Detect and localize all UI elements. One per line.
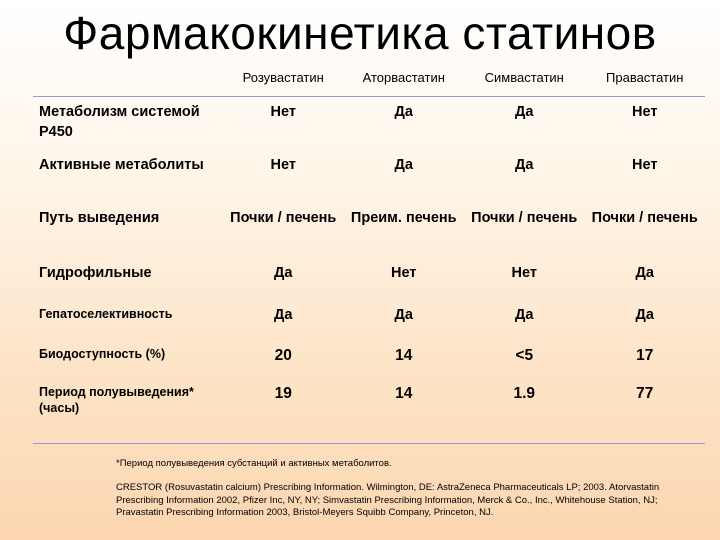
table-cell: Почки / печень — [591, 209, 698, 226]
table-cell: 17 — [636, 346, 654, 364]
table-row: Метаболизм системой P450 Нет Да Да Нет — [33, 97, 705, 150]
table-cell: Да — [515, 306, 534, 323]
table-cell: Нет — [632, 104, 658, 120]
row-label-hepatoselectivity: Гепатоселективность — [39, 306, 173, 321]
table-row: Биодоступность (%) 20 14 <5 17 — [33, 340, 705, 378]
column-header-pravastatin: Правастатин — [584, 58, 705, 97]
table-cell: Да — [394, 306, 413, 323]
table-header-row: Розувастатин Аторвастатин Симвастатин Пр… — [33, 58, 705, 97]
table-cell: Да — [515, 104, 534, 120]
table-cell: Да — [274, 264, 293, 281]
table-row: Гидрофильные Да Нет Нет Да — [33, 258, 705, 300]
statin-table: Розувастатин Аторвастатин Симвастатин Пр… — [33, 58, 705, 444]
table-cell: Да — [635, 264, 654, 281]
table-cell: Да — [274, 306, 293, 323]
table-cell: Почки / печень — [471, 209, 578, 226]
row-label-half-life: Период полувыведения* (часы) — [33, 377, 223, 444]
slide-title: Фармакокинетика статинов — [63, 7, 657, 59]
table-cell: Да — [515, 156, 534, 173]
table-cell: <5 — [515, 346, 534, 364]
row-label-metabolism: Метаболизм системой P450 — [39, 104, 200, 140]
table-cell: Да — [394, 104, 413, 120]
table-cell: 14 — [395, 346, 413, 364]
row-label-active-metabolites: Активные метаболиты — [39, 156, 204, 173]
table-cell: 1.9 — [464, 377, 585, 444]
column-header-rosuvastatin: Розувастатин — [223, 58, 344, 97]
table-cell: Нет — [391, 264, 417, 281]
column-header-simvastatin: Симвастатин — [464, 58, 585, 97]
table-cell: Почки / печень — [230, 209, 337, 226]
table-row: Период полувыведения* (часы) 19 14 1.9 7… — [33, 377, 705, 444]
table-cell: Нет — [270, 104, 296, 120]
table-cell: Да — [394, 156, 413, 173]
table-cell: Нет — [511, 264, 537, 281]
table-cell: 19 — [223, 377, 344, 444]
footnote-asterisk: *Период полувыведения субстанций и актив… — [116, 458, 392, 469]
table-row: Активные метаболиты Нет Да Да Нет — [33, 150, 705, 203]
footnote-reference: CRESTOR (Rosuvastatin calcium) Prescribi… — [116, 481, 660, 519]
table-row: Гепатоселективность Да Да Да Да — [33, 300, 705, 340]
header-empty-cell — [33, 58, 223, 97]
row-label-excretion: Путь выведения — [39, 209, 160, 226]
column-header-atorvastatin: Аторвастатин — [343, 58, 464, 97]
table-cell: 14 — [343, 377, 464, 444]
table-cell: Преим. печень — [350, 209, 457, 226]
table-cell: 77 — [584, 377, 705, 444]
table-cell: 20 — [274, 346, 292, 364]
row-label-bioavailability: Биодоступность (%) — [39, 346, 166, 361]
table-cell: Да — [635, 306, 654, 323]
table-cell: Нет — [270, 156, 296, 173]
footnote: *Период полувыведения субстанций и актив… — [116, 458, 676, 520]
row-label-hydrophilic: Гидрофильные — [39, 264, 152, 281]
table-row: Путь выведения Почки / печень Преим. печ… — [33, 203, 705, 258]
table-cell: Нет — [632, 156, 658, 173]
